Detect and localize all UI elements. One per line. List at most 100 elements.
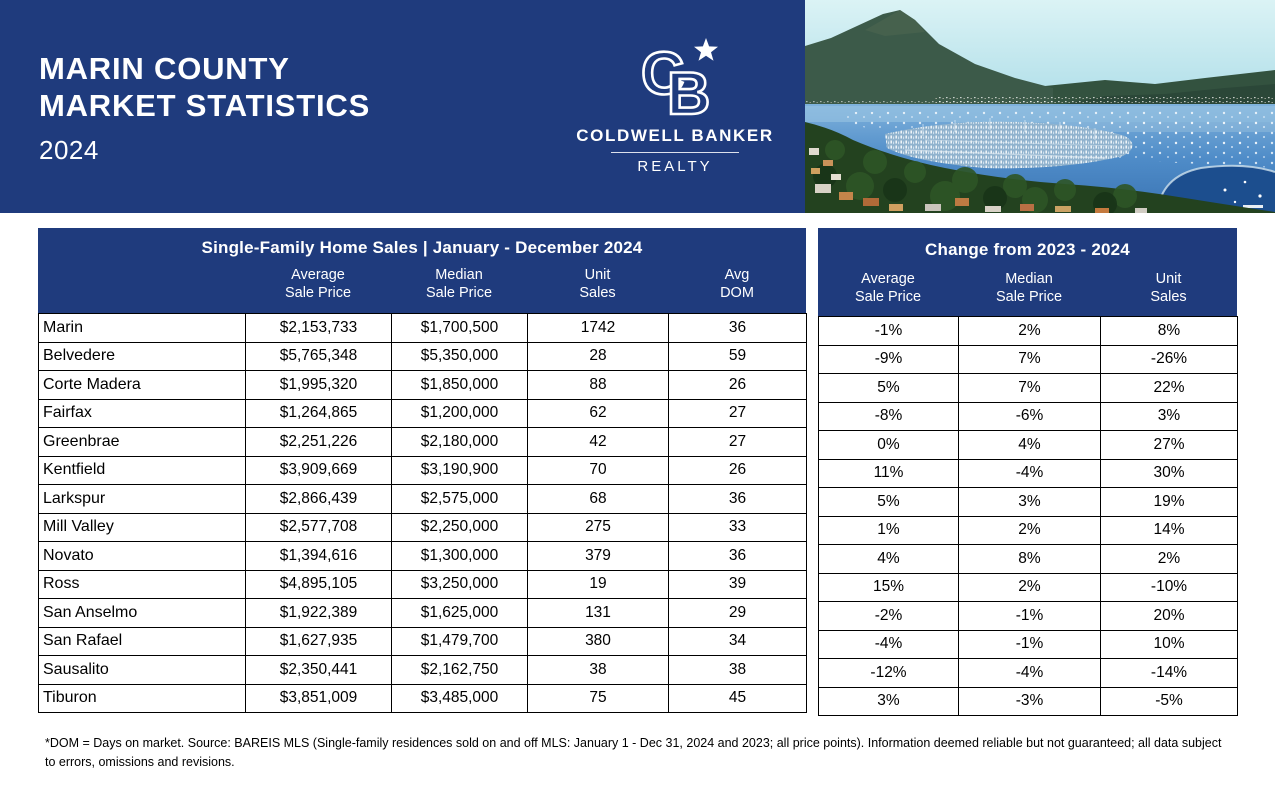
table-row: Novato $1,394,616 $1,300,000 379 36	[38, 541, 807, 571]
table-row: -8% -6% 3%	[818, 401, 1238, 431]
table-row: Mill Valley $2,577,708 $2,250,000 275 33	[38, 512, 807, 542]
change-table-section: Change from 2023 - 2024 Average Sale Pri…	[818, 228, 1238, 716]
median-price-change-cell: -4%	[958, 458, 1101, 488]
city-cell: Kentfield	[38, 455, 246, 485]
avg-dom-cell: 39	[668, 569, 807, 599]
avg-dom-cell: 26	[668, 370, 807, 400]
table-row: Sausalito $2,350,441 $2,162,750 38 38	[38, 655, 807, 685]
avg-dom-cell: 59	[668, 341, 807, 371]
star-icon	[694, 38, 718, 61]
table-row: -4% -1% 10%	[818, 629, 1238, 659]
table-row: -2% -1% 20%	[818, 601, 1238, 631]
average-price-cell: $2,866,439	[245, 484, 392, 514]
average-price-change-cell: -2%	[818, 601, 959, 631]
city-cell: Greenbrae	[38, 427, 246, 457]
unit-sales-change-cell: -14%	[1100, 658, 1238, 688]
city-cell: Sausalito	[38, 655, 246, 685]
median-price-cell: $3,485,000	[391, 683, 528, 713]
unit-sales-change-cell: 27%	[1100, 430, 1238, 460]
city-cell: Corte Madera	[38, 370, 246, 400]
average-price-change-cell: -12%	[818, 658, 959, 688]
page-title-line-1: MARIN COUNTY	[39, 51, 290, 86]
median-price-change-cell: 4%	[958, 430, 1101, 460]
average-price-cell: $5,765,348	[245, 341, 392, 371]
average-price-cell: $1,394,616	[245, 541, 392, 571]
sales-column-headers: Average Sale Price Median Sale Price Uni…	[38, 266, 806, 302]
median-price-change-cell: 7%	[958, 373, 1101, 403]
median-price-cell: $1,850,000	[391, 370, 528, 400]
city-cell: San Rafael	[38, 626, 246, 656]
median-price-change-cell: 7%	[958, 344, 1101, 374]
average-price-change-cell: -1%	[818, 316, 959, 346]
avg-dom-cell: 26	[668, 455, 807, 485]
city-cell: San Anselmo	[38, 598, 246, 628]
unit-sales-change-cell: 14%	[1100, 515, 1238, 545]
average-price-cell: $1,995,320	[245, 370, 392, 400]
median-price-cell: $3,250,000	[391, 569, 528, 599]
unit-sales-cell: 75	[527, 683, 669, 713]
average-price-cell: $1,264,865	[245, 398, 392, 428]
col-header-median-sale-price-change: Median Sale Price	[995, 271, 1063, 305]
photo-mountains	[805, 10, 1275, 110]
city-cell: Marin	[38, 313, 246, 343]
median-price-cell: $1,200,000	[391, 398, 528, 428]
logo-division: REALTY	[637, 158, 713, 175]
table-row: 15% 2% -10%	[818, 572, 1238, 602]
avg-dom-cell: 29	[668, 598, 807, 628]
median-price-change-cell: 8%	[958, 544, 1101, 574]
col-header-unit-sales-change: Unit Sales	[1150, 271, 1187, 305]
table-row: Ross $4,895,105 $3,250,000 19 39	[38, 569, 807, 599]
photo-marina	[885, 118, 1133, 169]
city-cell: Ross	[38, 569, 246, 599]
sales-table: Marin $2,153,733 $1,700,500 1742 36 Belv…	[38, 313, 807, 713]
unit-sales-cell: 28	[527, 341, 669, 371]
average-price-change-cell: 1%	[818, 515, 959, 545]
median-price-change-cell: -4%	[958, 658, 1101, 688]
median-price-cell: $1,300,000	[391, 541, 528, 571]
title-block: MARIN COUNTY MARKET STATISTICS 2024	[39, 50, 370, 166]
avg-dom-cell: 36	[668, 484, 807, 514]
table-row: Fairfax $1,264,865 $1,200,000 62 27	[38, 398, 807, 428]
median-price-change-cell: -1%	[958, 629, 1101, 659]
city-cell: Mill Valley	[38, 512, 246, 542]
unit-sales-change-cell: 30%	[1100, 458, 1238, 488]
average-price-cell: $2,350,441	[245, 655, 392, 685]
average-price-cell: $1,922,389	[245, 598, 392, 628]
average-price-change-cell: 5%	[818, 487, 959, 517]
coldwell-banker-logo: C B COLDWELL BANKER REALTY	[570, 36, 780, 175]
monogram-b: B	[667, 60, 710, 122]
report-year: 2024	[39, 135, 99, 165]
table-row: -9% 7% -26%	[818, 344, 1238, 374]
average-price-change-cell: 11%	[818, 458, 959, 488]
avg-dom-cell: 45	[668, 683, 807, 713]
unit-sales-change-cell: 22%	[1100, 373, 1238, 403]
average-price-cell: $3,851,009	[245, 683, 392, 713]
unit-sales-cell: 379	[527, 541, 669, 571]
avg-dom-cell: 27	[668, 427, 807, 457]
col-header-avg-dom: Avg DOM	[720, 267, 754, 301]
table-row: Larkspur $2,866,439 $2,575,000 68 36	[38, 484, 807, 514]
average-price-cell: $1,627,935	[245, 626, 392, 656]
table-row: Marin $2,153,733 $1,700,500 1742 36	[38, 313, 807, 343]
median-price-cell: $1,625,000	[391, 598, 528, 628]
photo-buildings	[809, 148, 1147, 213]
median-price-change-cell: -1%	[958, 601, 1101, 631]
average-price-change-cell: 3%	[818, 686, 959, 716]
unit-sales-change-cell: -5%	[1100, 686, 1238, 716]
unit-sales-cell: 88	[527, 370, 669, 400]
header-banner: MARIN COUNTY MARKET STATISTICS 2024 C B …	[0, 0, 1275, 213]
median-price-cell: $2,162,750	[391, 655, 528, 685]
table-row: 3% -3% -5%	[818, 686, 1238, 716]
aerial-photo	[805, 0, 1275, 213]
table-row: Corte Madera $1,995,320 $1,850,000 88 26	[38, 370, 807, 400]
table-row: -1% 2% 8%	[818, 316, 1238, 346]
col-header-average-sale-price-change: Average Sale Price	[854, 271, 922, 305]
change-table-header: Change from 2023 - 2024 Average Sale Pri…	[818, 228, 1237, 316]
logo-divider	[611, 152, 739, 153]
unit-sales-change-cell: 19%	[1100, 487, 1238, 517]
unit-sales-cell: 275	[527, 512, 669, 542]
unit-sales-change-cell: -10%	[1100, 572, 1238, 602]
median-price-cell: $2,575,000	[391, 484, 528, 514]
table-row: 5% 3% 19%	[818, 487, 1238, 517]
